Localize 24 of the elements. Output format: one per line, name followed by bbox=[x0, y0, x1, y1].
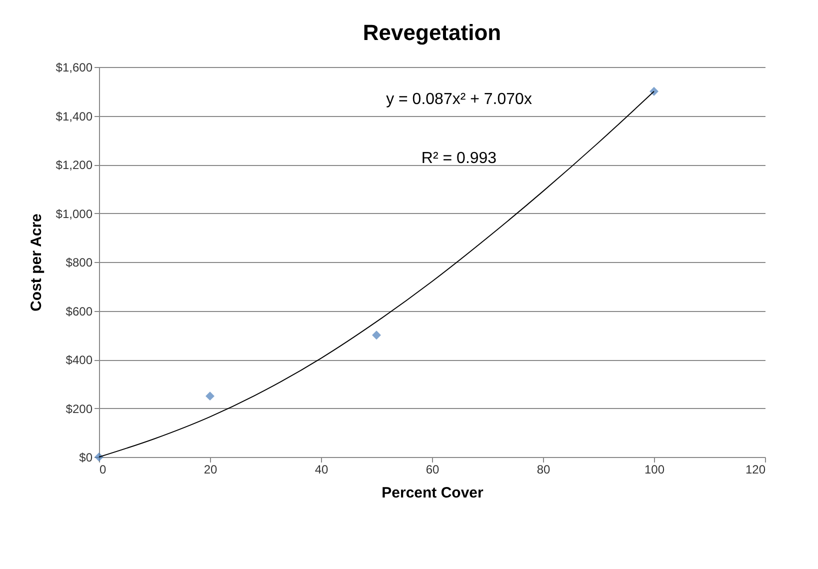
x-tick-label: 40 bbox=[314, 462, 328, 476]
y-tick-label: $800 bbox=[66, 256, 93, 270]
x-tick-label: 0 bbox=[100, 462, 106, 476]
chart-title: Revegetation bbox=[362, 20, 502, 45]
y-tick-label: $200 bbox=[66, 402, 93, 416]
x-tick-label: 100 bbox=[644, 462, 665, 476]
point bbox=[650, 86, 658, 96]
y-tick-label: $1,000 bbox=[56, 206, 93, 221]
x-axis-title: Percent Cover bbox=[382, 484, 484, 502]
x-tick-label: 120 bbox=[745, 462, 766, 476]
y-axis-title: Cost per Acre bbox=[28, 214, 45, 312]
annotation: R² = 0.993 bbox=[421, 150, 497, 167]
point bbox=[206, 392, 214, 401]
y-tick-label: $1,400 bbox=[56, 109, 93, 124]
y-tick-label: $0 bbox=[79, 450, 93, 464]
x-tick-label: 60 bbox=[426, 462, 440, 476]
y-tick-label: $1,200 bbox=[56, 158, 93, 172]
x-tick-label: 80 bbox=[536, 462, 550, 476]
annotation: y = 0.087x² + 7.070x bbox=[386, 91, 532, 108]
y-tick-label: $1,600 bbox=[56, 60, 93, 74]
x-tick-label: 20 bbox=[204, 462, 218, 476]
y-tick-label: $400 bbox=[66, 353, 93, 367]
y-tick-label: $600 bbox=[66, 304, 93, 318]
point bbox=[372, 330, 381, 340]
